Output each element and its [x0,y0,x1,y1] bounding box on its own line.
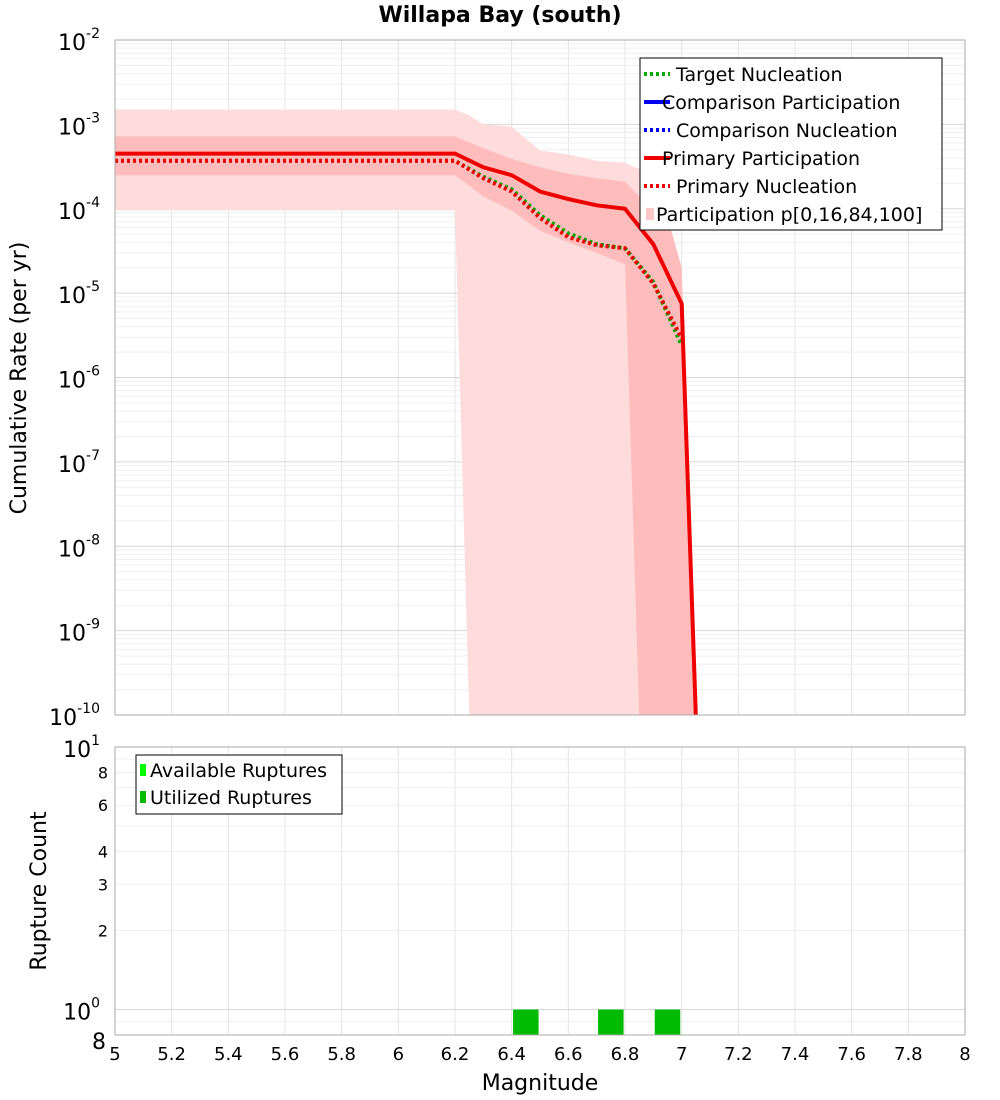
count-y-tick-minor-3: 3 [98,875,108,894]
x-tick-13: 7.6 [837,1044,866,1065]
rate-legend-label-4: Primary Nucleation [676,176,857,198]
rate-y-tick-4: 10-6 [58,364,100,394]
rate-y-tick-8: 10-10 [49,701,100,731]
band-p0-p100 [115,109,696,715]
rupture-bar-1 [598,1009,624,1035]
x-tick-5: 6 [393,1044,404,1065]
rate-legend-label-0: Target Nucleation [675,64,843,86]
rate-y-tick-0: 10-2 [58,26,100,56]
x-tick-6: 6.2 [441,1044,470,1065]
rate-y-tick-1: 10-3 [58,110,100,140]
x-tick-7: 6.4 [497,1044,526,1065]
count-legend: Available Ruptures Utilized Ruptures [135,754,343,815]
x-axis-label: Magnitude [482,1071,599,1096]
chart-title: Willapa Bay (south) [378,3,621,28]
count-legend-label-1: Utilized Ruptures [150,787,312,809]
x-tick-10: 7 [676,1044,687,1065]
x-tick-9: 6.8 [611,1044,640,1065]
rate-y-tick-labels: 10-2 10-3 10-4 10-5 10-6 10-7 10-8 10-9 10-10 [49,26,100,731]
x-tick-14: 7.8 [894,1044,923,1065]
rupture-bar-0 [513,1009,539,1035]
count-y-tick-major-0: 101 [63,733,100,763]
rate-y-tick-3: 10-5 [58,279,100,309]
count-y-axis-label: Rupture Count [27,811,52,971]
count-y-tick-minor-1: 6 [98,796,108,815]
count-bars [513,1009,681,1035]
rate-legend: Target Nucleation Comparison Participatio… [639,57,943,231]
series-line-primary-nucleation [115,158,684,340]
count-legend-box [135,754,343,815]
count-y-tick-labels: 101 100 8 6 4 3 2 8 [63,733,108,1055]
rate-legend-label-5: Participation p[0,16,84,100] [656,204,922,226]
rate-plot-frame [114,39,966,716]
rate-y-tick-7: 10-9 [58,617,100,647]
x-tick-11: 7.2 [724,1044,753,1065]
x-tick-0: 5 [109,1044,120,1065]
x-tick-4: 5.8 [327,1044,356,1065]
rate-legend-label-3: Primary Participation [662,148,860,170]
rate-legend-box [639,57,943,231]
rate-legend-label-2: Comparison Nucleation [676,120,898,142]
rupture-bar-2 [654,1009,681,1035]
count-legend-swatch-1 [140,791,146,803]
series-line-primary-participation [115,151,698,716]
rate-y-tick-6: 10-8 [58,532,100,562]
rate-y-axis-label: Cumulative Rate (per yr) [7,242,32,515]
rate-bands [115,109,696,715]
x-tick-1: 5.2 [157,1044,186,1065]
x-tick-3: 5.6 [271,1044,300,1065]
count-y-tick-minor-0: 8 [98,763,108,782]
count-legend-label-0: Available Ruptures [150,760,327,782]
x-tick-labels: 5 5.2 5.4 5.6 5.8 6 6.2 6.4 6.6 6.8 7 7.2 7.4 7.6 7.8 8 [109,1044,970,1065]
rate-y-tick-5: 10-7 [58,448,100,478]
x-tick-8: 6.6 [554,1044,583,1065]
rate-legend-label-1: Comparison Participation [662,92,900,114]
count-y-tick-minor-2: 4 [98,842,108,861]
count-y-tick-minor-4: 2 [98,922,108,941]
x-tick-12: 7.4 [781,1044,810,1065]
count-panel: 101 100 8 6 4 3 2 8 5 5.2 5.4 5.6 5.8 6 6.2 6.4 6.6 6.8 7… [27,733,971,1096]
rate-legend-swatch-5 [646,208,654,220]
rate-lines [115,151,698,716]
x-tick-15: 8 [959,1044,970,1065]
x-tick-2: 5.4 [214,1044,243,1065]
count-y-tick-minor-5: 8 [92,1030,106,1055]
band-p16-p84 [115,136,696,715]
count-legend-swatch-0 [140,764,146,776]
count-y-tick-major-1: 100 [63,996,100,1026]
count-plot-frame [114,746,966,1036]
rate-panel: 10-2 10-3 10-4 10-5 10-6 10-7 10-8 10-9 10-10 Wi… [7,3,966,731]
rate-y-tick-2: 10-4 [58,195,100,225]
